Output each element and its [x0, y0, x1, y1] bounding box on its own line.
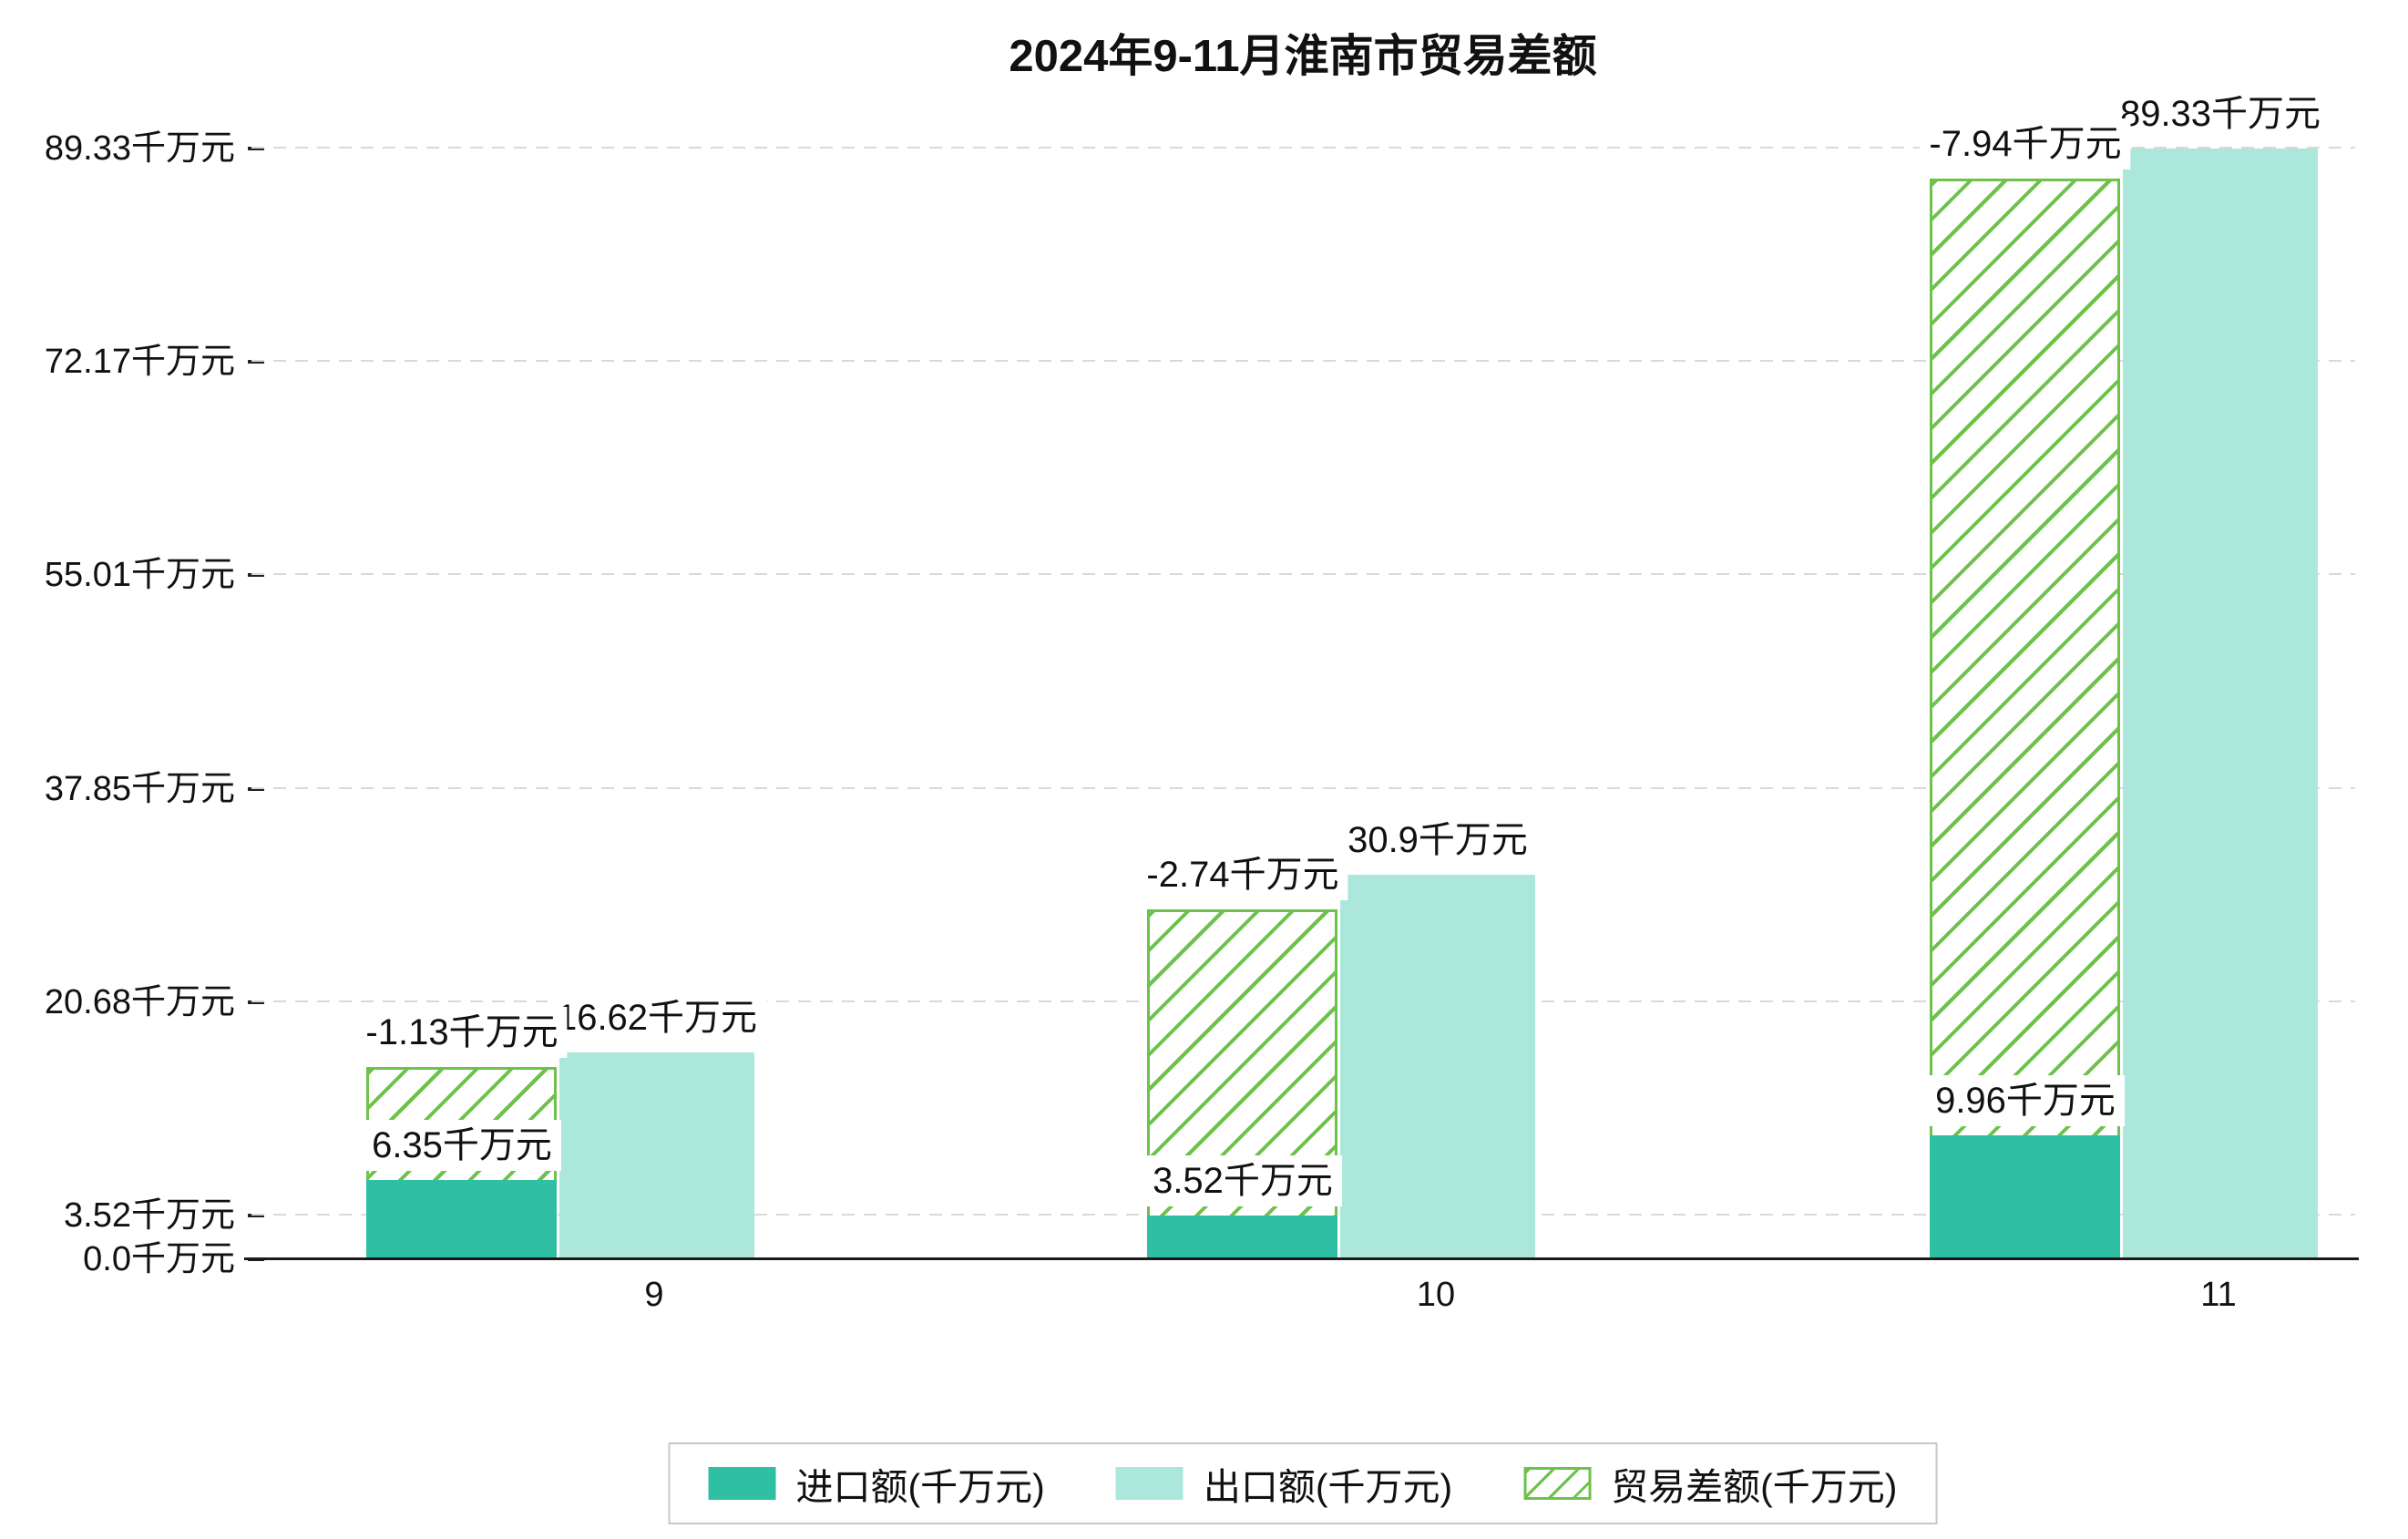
y-tick-label: 20.68千万元 [44, 982, 235, 1021]
trade-balance-value-label: -1.13千万元 [356, 1006, 568, 1058]
y-tick-mark [248, 786, 264, 791]
y-tick-label: 0.0千万元 [83, 1240, 235, 1278]
import-value-label: 9.96千万元 [1926, 1075, 2125, 1127]
y-tick-label: 3.52千万元 [64, 1196, 235, 1235]
gridline [251, 360, 2355, 363]
legend-swatch-trade-balance [1523, 1467, 1592, 1500]
legend: 进口额(千万元) 出口额(千万元) 贸易差额(千万元) [668, 1442, 1938, 1524]
import-bar [1930, 1135, 2120, 1259]
trade-balance-value-label: -2.74千万元 [1137, 848, 1348, 900]
x-tick-label: 9 [644, 1276, 664, 1314]
export-value-label: 89.33千万元 [2110, 88, 2331, 139]
y-tick-label: 37.85千万元 [44, 769, 235, 808]
y-tick-label: 72.17千万元 [44, 343, 235, 382]
import-bar [366, 1180, 557, 1259]
export-value-label: 16.62千万元 [547, 992, 767, 1044]
legend-label-export: 出口额(千万元) [1203, 1466, 1453, 1508]
legend-item-trade-balance: 贸易差额(千万元) [1523, 1456, 1897, 1511]
y-tick-mark [248, 1214, 264, 1217]
trade-balance-value-label: -7.94千万元 [1920, 118, 2131, 170]
legend-item-export: 出口额(千万元) [1115, 1456, 1453, 1511]
legend-swatch-import [708, 1467, 776, 1500]
export-bar [1340, 875, 1535, 1259]
export-value-label: 30.9千万元 [1338, 815, 1537, 867]
gridline [251, 786, 2355, 789]
trade-balance-bar [1147, 908, 1337, 1259]
gridline [251, 147, 2355, 149]
export-bar [2123, 149, 2318, 1259]
legend-label-trade-balance: 贸易差额(千万元) [1611, 1466, 1898, 1508]
import-value-label: 3.52千万元 [1143, 1155, 1342, 1206]
x-tick-label: 11 [2200, 1276, 2237, 1314]
legend-item-import: 进口额(千万元) [708, 1456, 1045, 1511]
import-bar [1147, 1216, 1337, 1259]
plot-area: 16.62千万元 6.35千万元 -1.13千万元 30.9千万元 3.52千万… [251, 88, 2355, 1259]
legend-label-import: 进口额(千万元) [795, 1466, 1045, 1508]
import-value-label: 6.35千万元 [363, 1120, 561, 1172]
y-tick-label: 89.33千万元 [44, 129, 235, 168]
x-axis-line [244, 1257, 2359, 1260]
export-bar [559, 1052, 754, 1259]
y-tick-mark [248, 147, 264, 150]
y-tick-label: 55.01千万元 [44, 556, 235, 595]
chart-title: 2024年9-11月淮南市贸易差额 [1009, 32, 1597, 81]
gridline [251, 573, 2355, 576]
legend-swatch-export [1115, 1467, 1184, 1500]
x-tick-label: 10 [1416, 1276, 1456, 1314]
